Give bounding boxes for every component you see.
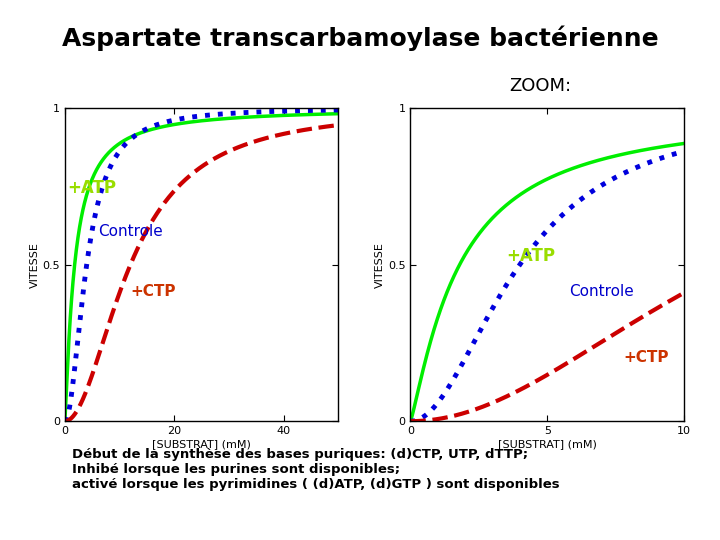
Text: +CTP: +CTP [624, 350, 670, 364]
X-axis label: [SUBSTRAT] (mM): [SUBSTRAT] (mM) [498, 439, 597, 449]
Text: +CTP: +CTP [130, 284, 176, 299]
Text: Début de la synthèse des bases puriques: (d)CTP, UTP, dTTP;
Inhibé lorsque les p: Début de la synthèse des bases puriques:… [72, 448, 559, 491]
Text: +ATP: +ATP [506, 247, 555, 266]
Text: Aspartate transcarbamoylase bactérienne: Aspartate transcarbamoylase bactérienne [62, 25, 658, 51]
Text: Controle: Controle [98, 225, 163, 239]
Text: Controle: Controle [569, 284, 634, 299]
Y-axis label: VITESSE: VITESSE [30, 242, 40, 287]
Text: ZOOM:: ZOOM: [509, 77, 571, 96]
Text: +ATP: +ATP [68, 179, 117, 197]
X-axis label: [SUBSTRAT] (mM): [SUBSTRAT] (mM) [152, 439, 251, 449]
Y-axis label: VITESSE: VITESSE [375, 242, 385, 287]
